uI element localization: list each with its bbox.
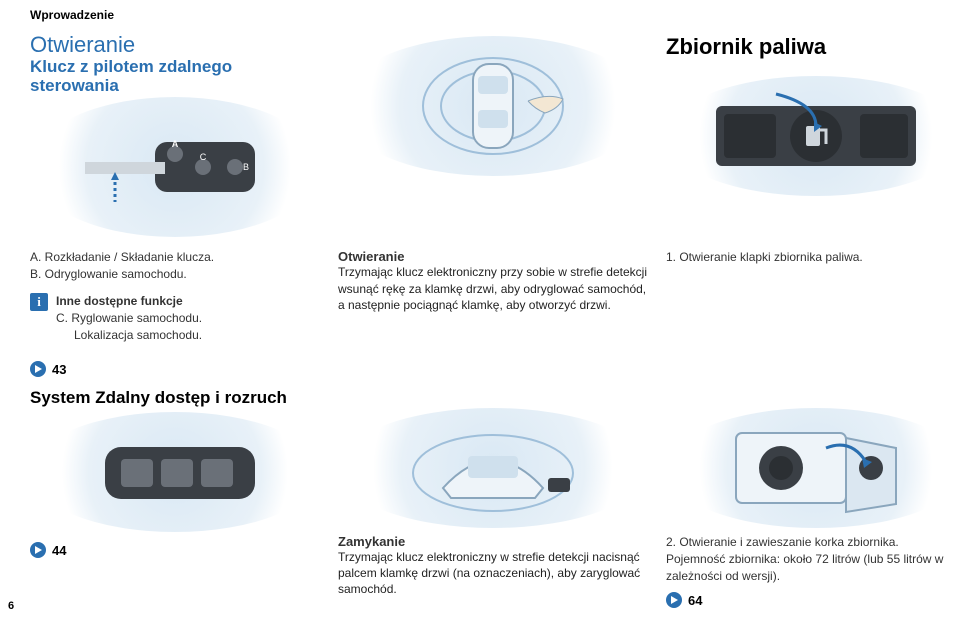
list-item-loc: Lokalizacja samochodu. [56,327,202,344]
car-rear-icon [398,418,588,518]
ref-number: 44 [52,543,66,558]
car-top-icon [408,46,578,166]
svg-text:A: A [172,139,179,149]
smart-key-icon [75,427,275,517]
chapter-label: Wprowadzenie [30,8,940,22]
info-icon: i [30,293,48,311]
fuel-flap-button-illustration [666,76,960,196]
closing-subhead: Zamykanie [338,534,648,549]
page-ref-44: 44 [30,542,320,558]
col1-header: Otwieranie Klucz z pilotem zdalnego ster… [30,34,320,237]
key-fob-illustration: A C B [30,97,320,237]
fuel-cap-illustration [666,408,960,528]
ref-number: 64 [688,593,702,608]
col3-header: Zbiornik paliwa [666,34,960,237]
ref-icon [30,361,46,377]
col3-bottom: 2. Otwieranie i zawieszanie korka zbiorn… [666,408,960,608]
fuel-capacity: Pojemność zbiornika: około 72 litrów (lu… [666,551,960,585]
fuel-cap-icon [716,418,916,518]
ref-icon [30,542,46,558]
opening-body: Trzymając klucz elektroniczny przy sobie… [338,264,648,313]
car-rear-detection-illustration [338,408,648,528]
key-fob-icon: A C B [75,122,275,212]
opening-subhead: Otwieranie [338,249,648,264]
fuel-tank-title: Zbiornik paliwa [666,34,960,60]
opening-subtitle: Klucz z pilotem zdalnego sterowania [30,58,320,95]
info-block: i Inne dostępne funkcje C. Ryglowanie sa… [30,293,320,343]
col3-step1: 1. Otwieranie klapki zbiornika paliwa. [666,237,960,408]
page-ref-64: 64 [666,592,960,608]
opening-title: Otwieranie [30,34,320,56]
remote-access-heading: System Zdalny dostęp i rozruch [30,389,320,408]
car-top-detection-illustration [338,36,648,176]
closing-body: Trzymając klucz elektroniczny w strefie … [338,549,648,598]
page-ref-43: 43 [30,361,320,377]
col2-top-illus [338,34,648,237]
fuel-step-1: 1. Otwieranie klapki zbiornika paliwa. [666,249,960,266]
list-item-a: A. Rozkładanie / Składanie klucza. [30,249,320,266]
smart-key-illustration [30,412,320,532]
ref-icon [666,592,682,608]
col1-bottom: 44 [30,408,320,608]
col2-open-text: Otwieranie Trzymając klucz elektroniczny… [338,237,648,408]
svg-text:B: B [243,162,249,172]
fuel-step-2: 2. Otwieranie i zawieszanie korka zbiorn… [666,534,960,551]
info-heading: Inne dostępne funkcje [56,293,202,310]
dashboard-fuel-icon [706,86,926,186]
svg-text:C: C [200,152,207,162]
col1-body: A. Rozkładanie / Składanie klucza. B. Od… [30,237,320,408]
ref-number: 43 [52,362,66,377]
col2-bottom: Zamykanie Trzymając klucz elektroniczny … [338,408,648,608]
list-item-c: C. Ryglowanie samochodu. [56,310,202,327]
page-number: 6 [8,600,14,612]
list-item-b: B. Odryglowanie samochodu. [30,266,320,283]
